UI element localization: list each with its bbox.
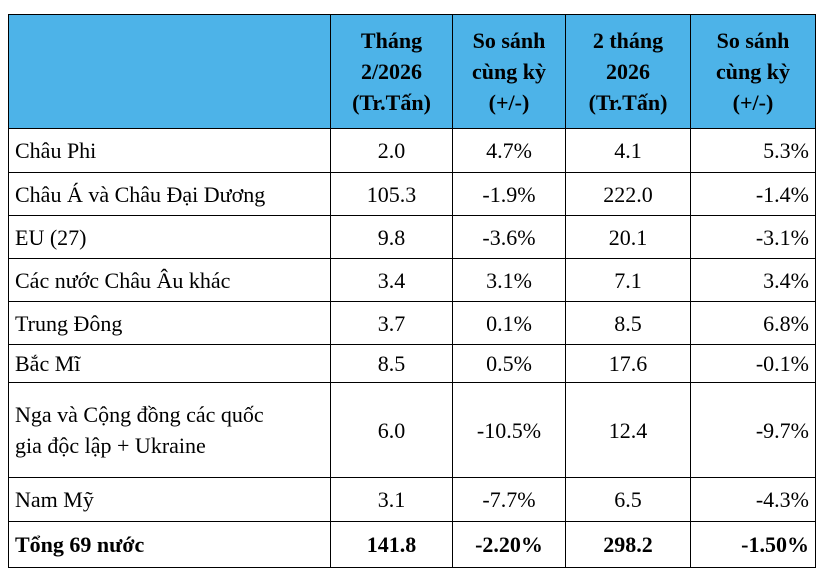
row-label: Trung Đông (8, 301, 331, 345)
value-cell: 3.7 (330, 301, 453, 345)
value-cell: -1.9% (452, 172, 566, 216)
table-row: Châu Á và Châu Đại Dương 105.3 -1.9% 222.0-… (8, 172, 816, 216)
row-label: Tổng 69 nước (8, 521, 331, 568)
table-row: Các nước Châu Âu khác 3.4 3.1% 7.1 3.4% (8, 258, 816, 302)
value-cell: 8.5 (330, 344, 453, 383)
value-cell: 0.5% (452, 344, 566, 383)
value-cell: 4.7% (452, 128, 566, 173)
cell-line: Tổng 69 nước (15, 532, 145, 557)
value-cell: 5.3% (690, 128, 816, 173)
table-row: EU (27) 9.8 -3.6% 20.1 -3.1% (8, 215, 816, 259)
value-cell: 4.1 (565, 128, 691, 173)
value-cell: 8.5 (565, 301, 691, 345)
cell-line: Bắc Mĩ (15, 351, 81, 376)
header-cell: So sánh cùng kỳ (+/-) (452, 14, 566, 129)
cell-line: 2026 (606, 59, 650, 84)
value-cell: -1.4% (690, 172, 816, 216)
table-body: Châu Phi 2.0 4.7% 4.1 5.3% Châu Á và Châu Đại… (8, 128, 816, 568)
value-cell: 17.6 (565, 344, 691, 383)
cell-line: Châu Phi (15, 138, 97, 163)
cell-line: gia độc lập + Ukraine (15, 433, 206, 458)
cell-line: Trung Đông (15, 310, 123, 336)
value-cell: -3.1% (690, 215, 816, 259)
header-row: Tháng 2/2026 (Tr.Tấn) So sánh cùng kỳ (+/-) 2 … (8, 14, 816, 129)
table-row: Nga và Cộng đồng các quốc gia độc lập + U… (8, 382, 816, 478)
cell-line: Châu Á và Châu Đại Dương (15, 181, 266, 207)
data-table: Tháng 2/2026 (Tr.Tấn) So sánh cùng kỳ (+/-) 2 … (8, 14, 816, 568)
header-cell: Tháng 2/2026 (Tr.Tấn) (330, 14, 453, 129)
cell-line: Các nước Châu Âu khác (15, 267, 231, 293)
cell-line: Nam Mỹ (15, 487, 94, 512)
value-cell: 105.3 (330, 172, 453, 216)
cell-line: (Tr.Tấn) (588, 90, 668, 115)
value-cell: 298.2 (565, 521, 691, 568)
value-cell: 0.1% (452, 301, 566, 345)
header-cell (8, 14, 331, 129)
value-cell: 3.1 (330, 477, 453, 522)
value-cell: 20.1 (565, 215, 691, 259)
header-cell: So sánh cùng kỳ (+/-) (690, 14, 816, 129)
value-cell: -2.20% (452, 521, 566, 568)
row-label: Nga và Cộng đồng các quốc gia độc lập + U… (8, 382, 331, 478)
value-cell: -4.3% (690, 477, 816, 522)
cell-line: So sánh (716, 28, 790, 53)
cell-line: Tháng (360, 28, 423, 53)
row-label: Châu Phi (8, 128, 331, 173)
row-label: Nam Mỹ (8, 477, 331, 522)
value-cell: -10.5% (452, 382, 566, 478)
value-cell: 6.8% (690, 301, 816, 345)
row-label: Các nước Châu Âu khác (8, 258, 331, 302)
value-cell: 7.1 (565, 258, 691, 302)
total-row: Tổng 69 nước 141.8 -2.20% 298.2 -1.50% (8, 521, 816, 568)
header-cell: 2 tháng 2026 (Tr.Tấn) (565, 14, 691, 129)
row-label: Bắc Mĩ (8, 344, 331, 383)
cell-line: EU (27) (15, 224, 87, 250)
table-row: Trung Đông 3.7 0.1% 8.5 6.8% (8, 301, 816, 345)
table-row: Châu Phi 2.0 4.7% 4.1 5.3% (8, 128, 816, 173)
table-row: Nam Mỹ 3.1 -7.7% 6.5 -4.3% (8, 477, 816, 522)
cell-line: 2/2026 (360, 59, 423, 84)
cell-line: (Tr.Tấn) (352, 90, 431, 115)
cell-line: Nga và Cộng đồng các quốc (15, 402, 264, 427)
value-cell: 222.0 (565, 172, 691, 216)
cell-line: cùng kỳ (472, 59, 546, 84)
value-cell: -7.7% (452, 477, 566, 522)
cell-line: (+/-) (488, 90, 530, 115)
value-cell: 9.8 (330, 215, 453, 259)
cell-line: So sánh (472, 28, 546, 53)
value-cell: 3.4 (330, 258, 453, 302)
value-cell: 141.8 (330, 521, 453, 568)
value-cell: -3.6% (452, 215, 566, 259)
row-label: Châu Á và Châu Đại Dương (8, 172, 331, 216)
table-row: Bắc Mĩ 8.5 0.5% 17.6 -0.1% (8, 344, 816, 383)
value-cell: -9.7% (690, 382, 816, 478)
value-cell: 3.4% (690, 258, 816, 302)
cell-line: 2 tháng (592, 28, 664, 53)
cell-line: (+/-) (732, 90, 774, 115)
value-cell: -1.50% (690, 521, 816, 568)
value-cell: 12.4 (565, 382, 691, 478)
cell-line: cùng kỳ (716, 59, 790, 84)
value-cell: 2.0 (330, 128, 453, 173)
row-label: EU (27) (8, 215, 331, 259)
value-cell: 3.1% (452, 258, 566, 302)
value-cell: 6.5 (565, 477, 691, 522)
value-cell: -0.1% (690, 344, 816, 383)
value-cell: 6.0 (330, 382, 453, 478)
